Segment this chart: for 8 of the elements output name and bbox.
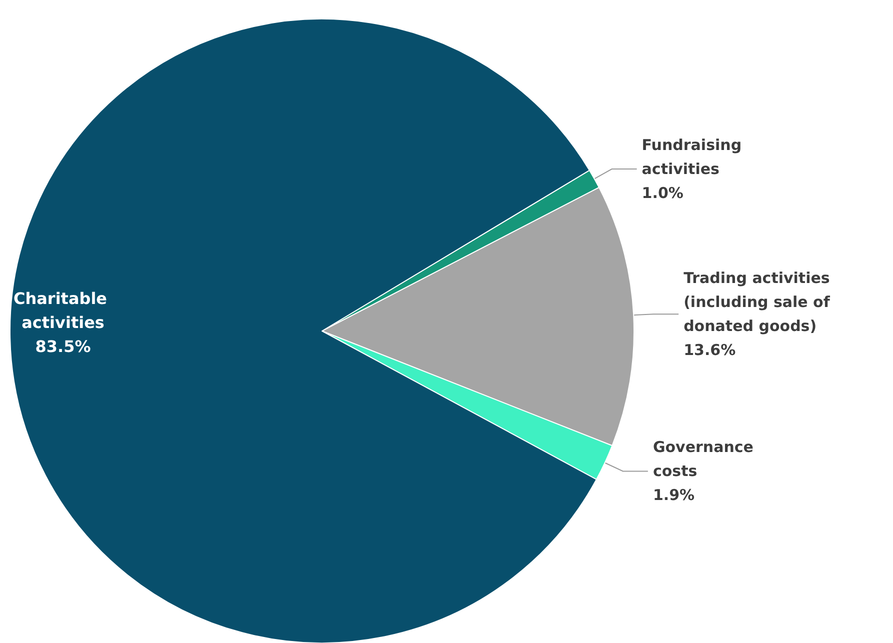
data-label: 1.0% <box>642 184 684 202</box>
slice-label: Charitable activities <box>13 289 113 332</box>
slice-label: Fundraising activities <box>642 136 747 178</box>
slice-label: Trading activities (including sale of donated goods) <box>684 269 836 336</box>
slice-label: Governance costs <box>652 438 759 480</box>
data-label: 83.5% <box>35 337 91 356</box>
data-label: 1.9% <box>652 486 695 504</box>
data-label: 13.6% <box>684 341 736 360</box>
